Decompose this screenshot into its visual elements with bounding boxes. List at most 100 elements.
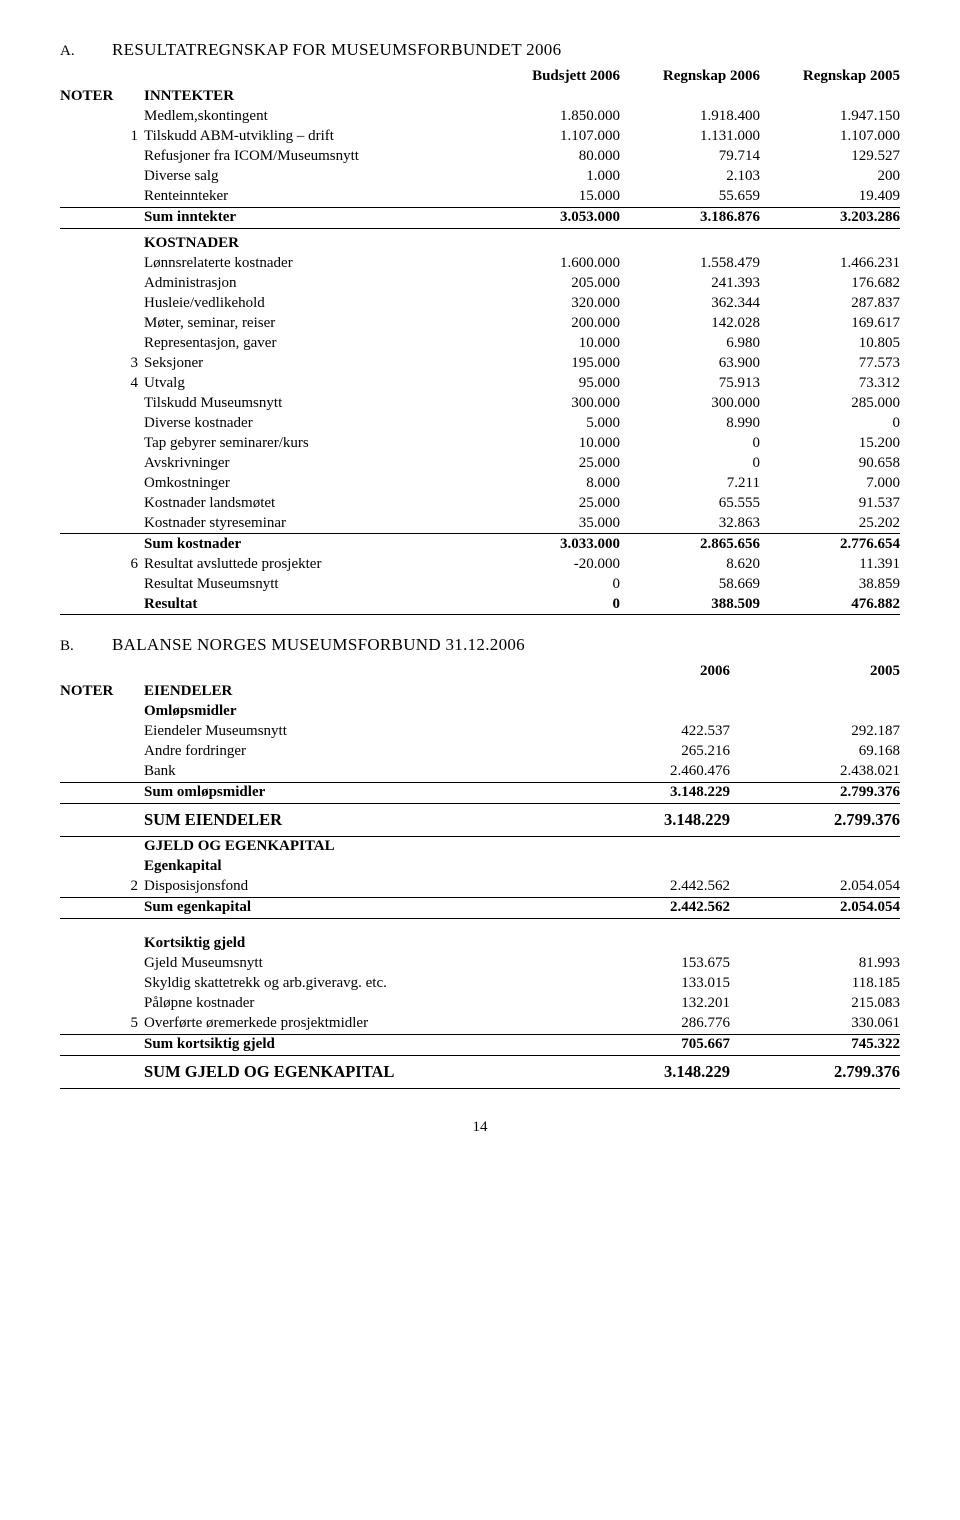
sum-label: Sum egenkapital bbox=[144, 897, 560, 918]
row-value: 0 bbox=[760, 413, 900, 433]
row-value: 81.993 bbox=[730, 954, 900, 974]
table-row: Diverse kostnader5.0008.9900 bbox=[60, 413, 900, 433]
note-number bbox=[120, 187, 144, 208]
table-row: Renteinnteker15.00055.65919.409 bbox=[60, 187, 900, 208]
row-value: 300.000 bbox=[480, 393, 620, 413]
row-value: 7.000 bbox=[760, 473, 900, 493]
sum-val: 3.203.286 bbox=[760, 207, 900, 228]
page-number: 14 bbox=[60, 1119, 900, 1136]
note-number: 4 bbox=[120, 373, 144, 393]
row-value: 2.460.476 bbox=[560, 762, 730, 783]
row-value: 11.391 bbox=[760, 554, 900, 574]
row-value: 10.000 bbox=[480, 433, 620, 453]
table-row: Andre fordringer265.21669.168 bbox=[60, 742, 900, 762]
sum-val: 3.186.876 bbox=[620, 207, 760, 228]
row-value: 65.555 bbox=[620, 493, 760, 513]
row-label: Resultat avsluttede prosjekter bbox=[144, 554, 480, 574]
row-value: 15.000 bbox=[480, 187, 620, 208]
row-value: 7.211 bbox=[620, 473, 760, 493]
table-row: Avskrivninger25.000090.658 bbox=[60, 453, 900, 473]
row-value: 10.805 bbox=[760, 333, 900, 353]
table-row: Kostnader landsmøtet25.00065.55591.537 bbox=[60, 493, 900, 513]
block-header: Kortsiktig gjeld bbox=[144, 934, 560, 954]
resultatregnskap-table: Budsjett 2006 Regnskap 2006 Regnskap 200… bbox=[60, 62, 900, 615]
row-label: Tilskudd Museumsnytt bbox=[144, 393, 480, 413]
note-number: 1 bbox=[120, 127, 144, 147]
row-value: 362.344 bbox=[620, 293, 760, 313]
block-header: EIENDELER bbox=[144, 682, 560, 702]
section-b-title: BALANSE NORGES MUSEUMSFORBUND 31.12.2006 bbox=[112, 635, 525, 655]
row-label: Overførte øremerkede prosjektmidler bbox=[144, 1014, 560, 1035]
row-label: Skyldig skattetrekk og arb.giveravg. etc… bbox=[144, 974, 560, 994]
row-value: 75.913 bbox=[620, 373, 760, 393]
table-row: Lønnsrelaterte kostnader1.600.0001.558.4… bbox=[60, 253, 900, 273]
row-label: Bank bbox=[144, 762, 560, 783]
table-row: Møter, seminar, reiser200.000142.028169.… bbox=[60, 313, 900, 333]
block-header: GJELD OG EGENKAPITAL bbox=[144, 836, 560, 857]
row-value: 200 bbox=[760, 167, 900, 187]
row-value: 69.168 bbox=[730, 742, 900, 762]
row-value: 2.054.054 bbox=[730, 877, 900, 898]
row-label: Møter, seminar, reiser bbox=[144, 313, 480, 333]
row-value: 320.000 bbox=[480, 293, 620, 313]
table-row: Refusjoner fra ICOM/Museumsnytt80.00079.… bbox=[60, 147, 900, 167]
table-row: Kostnader styreseminar35.00032.86325.202 bbox=[60, 513, 900, 534]
note-number: 3 bbox=[120, 353, 144, 373]
note-number bbox=[120, 954, 144, 974]
table-row: 5Overførte øremerkede prosjektmidler286.… bbox=[60, 1014, 900, 1035]
table-row: Bank2.460.4762.438.021 bbox=[60, 762, 900, 783]
row-label: Refusjoner fra ICOM/Museumsnytt bbox=[144, 147, 480, 167]
table-row: Omkostninger8.0007.2117.000 bbox=[60, 473, 900, 493]
row-value: -20.000 bbox=[480, 554, 620, 574]
row-value: 153.675 bbox=[560, 954, 730, 974]
row-value: 73.312 bbox=[760, 373, 900, 393]
table-row: Husleie/vedlikehold320.000362.344287.837 bbox=[60, 293, 900, 313]
table-row: Diverse salg1.0002.103200 bbox=[60, 167, 900, 187]
table-row: Skyldig skattetrekk og arb.giveravg. etc… bbox=[60, 974, 900, 994]
row-value: 58.669 bbox=[620, 574, 760, 594]
table-row: 1Tilskudd ABM-utvikling – drift1.107.000… bbox=[60, 127, 900, 147]
row-value: 0 bbox=[480, 574, 620, 594]
row-value: 8.990 bbox=[620, 413, 760, 433]
note-number: 5 bbox=[120, 1014, 144, 1035]
row-value: 8.000 bbox=[480, 473, 620, 493]
note-number bbox=[120, 107, 144, 127]
row-label: Andre fordringer bbox=[144, 742, 560, 762]
note-number bbox=[120, 413, 144, 433]
row-value: 38.859 bbox=[760, 574, 900, 594]
row-value: 25.000 bbox=[480, 453, 620, 473]
sum-val: 745.322 bbox=[730, 1034, 900, 1055]
section-a-heading: A. RESULTATREGNSKAP FOR MUSEUMSFORBUNDET… bbox=[60, 40, 900, 62]
row-value: 1.947.150 bbox=[760, 107, 900, 127]
table-row: Påløpne kostnader132.201215.083 bbox=[60, 994, 900, 1014]
row-label: Seksjoner bbox=[144, 353, 480, 373]
row-value: 300.000 bbox=[620, 393, 760, 413]
row-value: 0 bbox=[620, 433, 760, 453]
col-header: Regnskap 2005 bbox=[760, 62, 900, 87]
block-header: Egenkapital bbox=[144, 857, 560, 877]
row-value: 169.617 bbox=[760, 313, 900, 333]
row-value: 1.107.000 bbox=[480, 127, 620, 147]
sum-label: Sum inntekter bbox=[144, 207, 480, 228]
note-number: 2 bbox=[120, 877, 144, 898]
row-value: 118.185 bbox=[730, 974, 900, 994]
row-label: Medlem,skontingent bbox=[144, 107, 480, 127]
row-label: Renteinnteker bbox=[144, 187, 480, 208]
row-value: 80.000 bbox=[480, 147, 620, 167]
row-label: Avskrivninger bbox=[144, 453, 480, 473]
row-value: 25.000 bbox=[480, 493, 620, 513]
sum-val: 2.054.054 bbox=[730, 897, 900, 918]
row-value: 2.438.021 bbox=[730, 762, 900, 783]
note-number bbox=[120, 513, 144, 534]
sum-val: 705.667 bbox=[560, 1034, 730, 1055]
row-label: Tilskudd ABM-utvikling – drift bbox=[144, 127, 480, 147]
note-number bbox=[120, 742, 144, 762]
noter-label: NOTER bbox=[60, 87, 120, 107]
balanse-table: 2006 2005 NOTEREIENDELEROmløpsmidlerEien… bbox=[60, 657, 900, 1089]
row-label: Representasjon, gaver bbox=[144, 333, 480, 353]
row-label: Kostnader styreseminar bbox=[144, 513, 480, 534]
noter-label: NOTER bbox=[60, 682, 120, 702]
row-value: 95.000 bbox=[480, 373, 620, 393]
table-row: Resultat Museumsnytt058.66938.859 bbox=[60, 574, 900, 594]
row-label: Kostnader landsmøtet bbox=[144, 493, 480, 513]
